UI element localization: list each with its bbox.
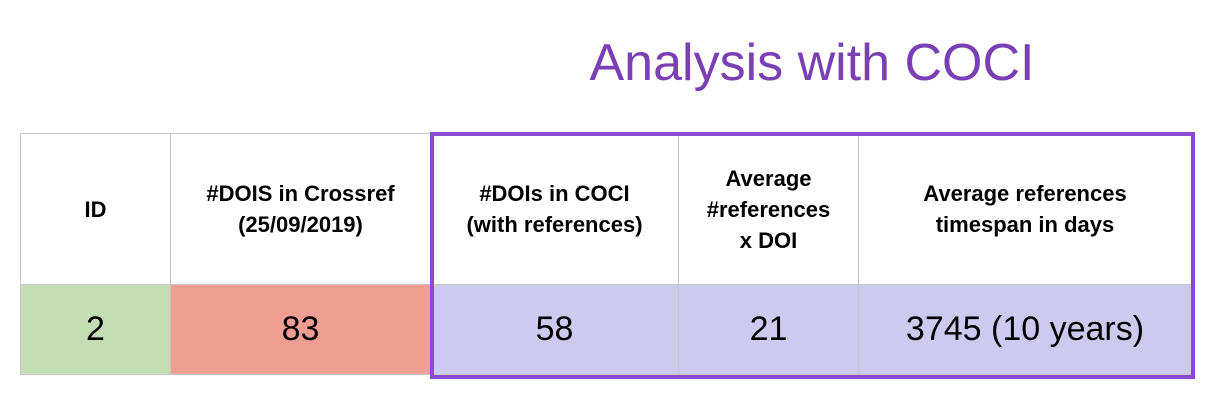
table-row: 2 83 58 21 3745 (10 years) — [20, 284, 1192, 375]
page-title: Analysis with COCI — [589, 34, 1035, 92]
cell-dois-in-coci: 58 — [430, 284, 679, 375]
cell-id: 2 — [20, 284, 171, 375]
header-id: ID — [20, 133, 171, 285]
header-average-references-per-doi: Average #references x DOI — [678, 133, 859, 285]
header-dois-in-coci: #DOIs in COCI (with references) — [430, 133, 679, 285]
header-average-references-timespan: Average references timespan in days — [858, 133, 1192, 285]
cell-dois-in-crossref: 83 — [170, 284, 431, 375]
header-dois-in-crossref: #DOIS in Crossref (25/09/2019) — [170, 133, 431, 285]
cell-average-references-per-doi: 21 — [678, 284, 859, 375]
cell-average-references-timespan: 3745 (10 years) — [858, 284, 1192, 375]
table-header-row: ID #DOIS in Crossref (25/09/2019) #DOIs … — [20, 133, 1192, 285]
coci-analysis-table: ID #DOIS in Crossref (25/09/2019) #DOIs … — [20, 133, 1192, 375]
